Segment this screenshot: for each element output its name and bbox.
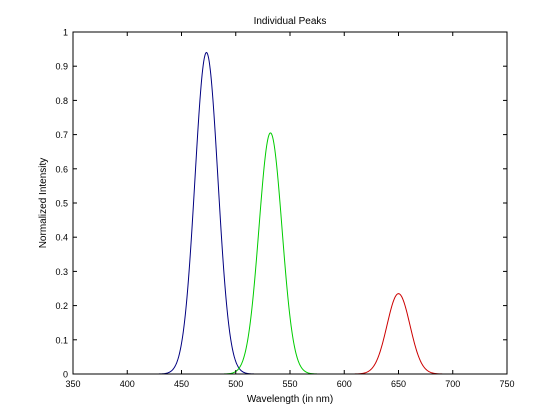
y-tick-label: 0.8 xyxy=(55,96,68,106)
y-tick-label: 0.2 xyxy=(55,301,68,311)
x-tick-label: 450 xyxy=(174,379,189,389)
y-tick-label: 0.6 xyxy=(55,164,68,174)
x-axis-label: Wavelength (in nm) xyxy=(247,394,333,405)
x-tick-label: 600 xyxy=(337,379,352,389)
y-tick-label: 0.3 xyxy=(55,267,68,277)
x-tick-label: 750 xyxy=(499,379,514,389)
x-tick-label: 400 xyxy=(120,379,135,389)
y-tick-label: 1 xyxy=(63,28,68,38)
x-tick-label: 700 xyxy=(445,379,460,389)
x-tick-label: 350 xyxy=(65,379,80,389)
y-axis-label: Normalized Intensity xyxy=(38,158,49,249)
chart-title: Individual Peaks xyxy=(254,16,327,27)
x-tick-label: 500 xyxy=(228,379,243,389)
y-tick-label: 0.5 xyxy=(55,199,68,209)
y-tick-label: 0.9 xyxy=(55,62,68,72)
y-tick-label: 0.4 xyxy=(55,233,68,243)
plot-area-frame xyxy=(72,31,508,375)
y-tick-label: 0.7 xyxy=(55,130,68,140)
x-tick-label: 550 xyxy=(282,379,297,389)
y-tick-label: 0.1 xyxy=(55,335,68,345)
y-axis-ticks: 0 0.1 0.2 0.3 0.4 0.5 0.6 0.7 0.8 0.9 1 xyxy=(55,28,507,380)
x-tick-label: 650 xyxy=(391,379,406,389)
y-tick-label: 0 xyxy=(63,370,68,380)
x-axis-ticks: 350 400 450 500 550 600 650 700 750 xyxy=(65,32,515,389)
